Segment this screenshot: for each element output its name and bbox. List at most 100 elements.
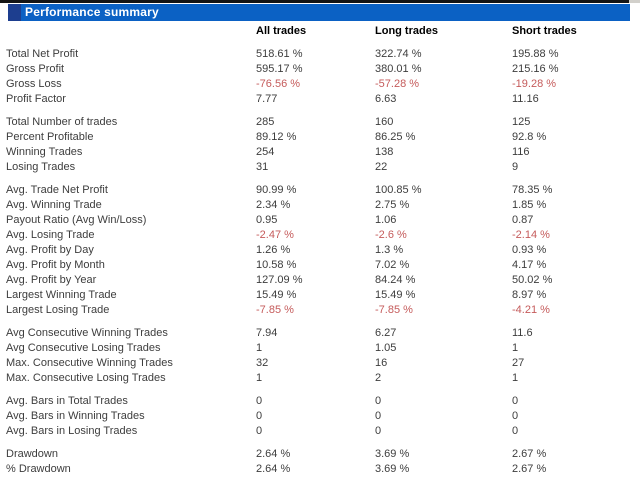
row-label: Avg. Winning Trade — [6, 199, 102, 211]
table-row: Avg. Bars in Winning Trades 0 0 0 — [0, 409, 640, 424]
cell-short-trades: 11.16 — [512, 93, 539, 105]
table-row: Avg Consecutive Winning Trades 7.94 6.27 11… — [0, 326, 640, 341]
table-row: Winning Trades 254 138 116 — [0, 145, 640, 160]
table-row: Drawdown 2.64 % 3.69 % 2.67 % — [0, 447, 640, 462]
cell-all-trades: -7.85 % — [256, 304, 294, 316]
cell-long-trades: 0 — [375, 425, 382, 437]
cell-short-trades: 50.02 % — [512, 274, 553, 286]
cell-long-trades: 2.75 % — [375, 199, 410, 211]
cell-long-trades: 3.69 % — [375, 448, 410, 460]
table-row: Gross Profit 595.17 % 380.01 % 215.16 % — [0, 62, 640, 77]
cell-long-trades: 15.49 % — [375, 289, 416, 301]
cell-long-trades: 1.05 — [375, 342, 397, 354]
cell-long-trades: 86.25 % — [375, 131, 416, 143]
table-row: Avg. Profit by Year 127.09 % 84.24 % 50.02 … — [0, 273, 640, 288]
row-label: Total Number of trades — [6, 116, 118, 128]
row-label: Avg. Bars in Losing Trades — [6, 425, 138, 437]
cell-short-trades: 0.93 % — [512, 244, 547, 256]
row-label: Avg. Profit by Month — [6, 259, 105, 271]
table-row: Total Net Profit 518.61 % 322.74 % 195.88 % — [0, 47, 640, 62]
performance-summary-header-bar: Performance summary — [8, 4, 630, 21]
cell-long-trades: 2 — [375, 372, 382, 384]
cell-short-trades: 195.88 % — [512, 48, 559, 60]
cell-short-trades: 215.16 % — [512, 63, 559, 75]
cell-all-trades: 1.26 % — [256, 244, 291, 256]
cell-short-trades: 9 — [512, 161, 519, 173]
cell-long-trades: 380.01 % — [375, 63, 422, 75]
cell-long-trades: -57.28 % — [375, 78, 420, 90]
cell-all-trades: 2.64 % — [256, 448, 291, 460]
cell-short-trades: 92.8 % — [512, 131, 547, 143]
column-header-short-trades: Short trades — [512, 25, 577, 37]
row-label: Drawdown — [6, 448, 58, 460]
row-label: Largest Losing Trade — [6, 304, 110, 316]
cell-short-trades: 1 — [512, 342, 519, 354]
cell-short-trades: -19.28 % — [512, 78, 557, 90]
cell-short-trades: 2.67 % — [512, 448, 547, 460]
cell-all-trades: 254 — [256, 146, 275, 158]
cell-long-trades: -7.85 % — [375, 304, 413, 316]
table-section: Total Net Profit 518.61 % 322.74 % 195.88 %… — [0, 47, 640, 107]
cell-all-trades: 595.17 % — [256, 63, 303, 75]
column-header-long-trades: Long trades — [375, 25, 438, 37]
table-row: Avg Consecutive Losing Trades 1 1.05 1 — [0, 341, 640, 356]
cell-long-trades: 16 — [375, 357, 388, 369]
table-row: Profit Factor 7.77 6.63 11.16 — [0, 92, 640, 107]
table-row: Max. Consecutive Winning Trades 32 16 27 — [0, 356, 640, 371]
cell-long-trades: 138 — [375, 146, 394, 158]
table-row: Largest Winning Trade 15.49 % 15.49 % 8.97 … — [0, 288, 640, 303]
table-row: Avg. Trade Net Profit 90.99 % 100.85 % 78.3… — [0, 183, 640, 198]
cell-long-trades: 22 — [375, 161, 388, 173]
row-label: Total Net Profit — [6, 48, 79, 60]
row-label: Percent Profitable — [6, 131, 94, 143]
table-row: Losing Trades 31 22 9 — [0, 160, 640, 175]
table-row: Gross Loss -76.56 % -57.28 % -19.28 % — [0, 77, 640, 92]
table-row: Total Number of trades 285 160 125 — [0, 115, 640, 130]
cell-long-trades: 6.27 — [375, 327, 397, 339]
cell-all-trades: 0 — [256, 425, 263, 437]
cell-short-trades: 0.87 — [512, 214, 534, 226]
cell-all-trades: 31 — [256, 161, 269, 173]
cell-short-trades: 0 — [512, 395, 519, 407]
row-label: Gross Loss — [6, 78, 62, 90]
row-label: Winning Trades — [6, 146, 83, 158]
cell-long-trades: 3.69 % — [375, 463, 410, 475]
cell-all-trades: 7.94 — [256, 327, 278, 339]
cell-short-trades: -2.14 % — [512, 229, 550, 241]
row-label: Avg. Profit by Year — [6, 274, 97, 286]
cell-all-trades: 1 — [256, 372, 263, 384]
cell-all-trades: 0.95 — [256, 214, 278, 226]
row-label: Payout Ratio (Avg Win/Loss) — [6, 214, 147, 226]
cell-short-trades: -4.21 % — [512, 304, 550, 316]
table-body: Total Net Profit 518.61 % 322.74 % 195.88 %… — [0, 47, 640, 477]
row-label: Profit Factor — [6, 93, 66, 105]
table-section: Avg. Bars in Total Trades 0 0 0 Avg. Bars in… — [0, 394, 640, 439]
row-label: Avg Consecutive Losing Trades — [6, 342, 161, 354]
row-label: Avg Consecutive Winning Trades — [6, 327, 168, 339]
cell-all-trades: 15.49 % — [256, 289, 297, 301]
cell-all-trades: 32 — [256, 357, 269, 369]
table-section: Avg. Trade Net Profit 90.99 % 100.85 % 78.3… — [0, 183, 640, 318]
table-row: Avg. Bars in Losing Trades 0 0 0 — [0, 424, 640, 439]
performance-summary-table: All trades Long trades Short trades Tota… — [0, 24, 640, 477]
cell-long-trades: 1.06 — [375, 214, 397, 226]
cell-short-trades: 116 — [512, 146, 530, 158]
cell-all-trades: 10.58 % — [256, 259, 297, 271]
cell-long-trades: 100.85 % — [375, 184, 422, 196]
row-label: Max. Consecutive Winning Trades — [6, 357, 173, 369]
cell-all-trades: 518.61 % — [256, 48, 303, 60]
cell-short-trades: 0 — [512, 410, 519, 422]
row-label: Avg. Losing Trade — [6, 229, 95, 241]
row-label: Largest Winning Trade — [6, 289, 117, 301]
table-row: Largest Losing Trade -7.85 % -7.85 % -4.21 … — [0, 303, 640, 318]
table-row: Avg. Profit by Day 1.26 % 1.3 % 0.93 % — [0, 243, 640, 258]
cell-long-trades: 160 — [375, 116, 394, 128]
table-section: Avg Consecutive Winning Trades 7.94 6.27 1 1… — [0, 326, 640, 386]
cell-all-trades: 0 — [256, 410, 263, 422]
cell-long-trades: 6.63 — [375, 93, 397, 105]
table-row: Avg. Bars in Total Trades 0 0 0 — [0, 394, 640, 409]
cell-all-trades: 7.77 — [256, 93, 278, 105]
table-row: Percent Profitable 89.12 % 86.25 % 92.8 % — [0, 130, 640, 145]
cell-long-trades: 0 — [375, 410, 382, 422]
cell-short-trades: 125 — [512, 116, 531, 128]
